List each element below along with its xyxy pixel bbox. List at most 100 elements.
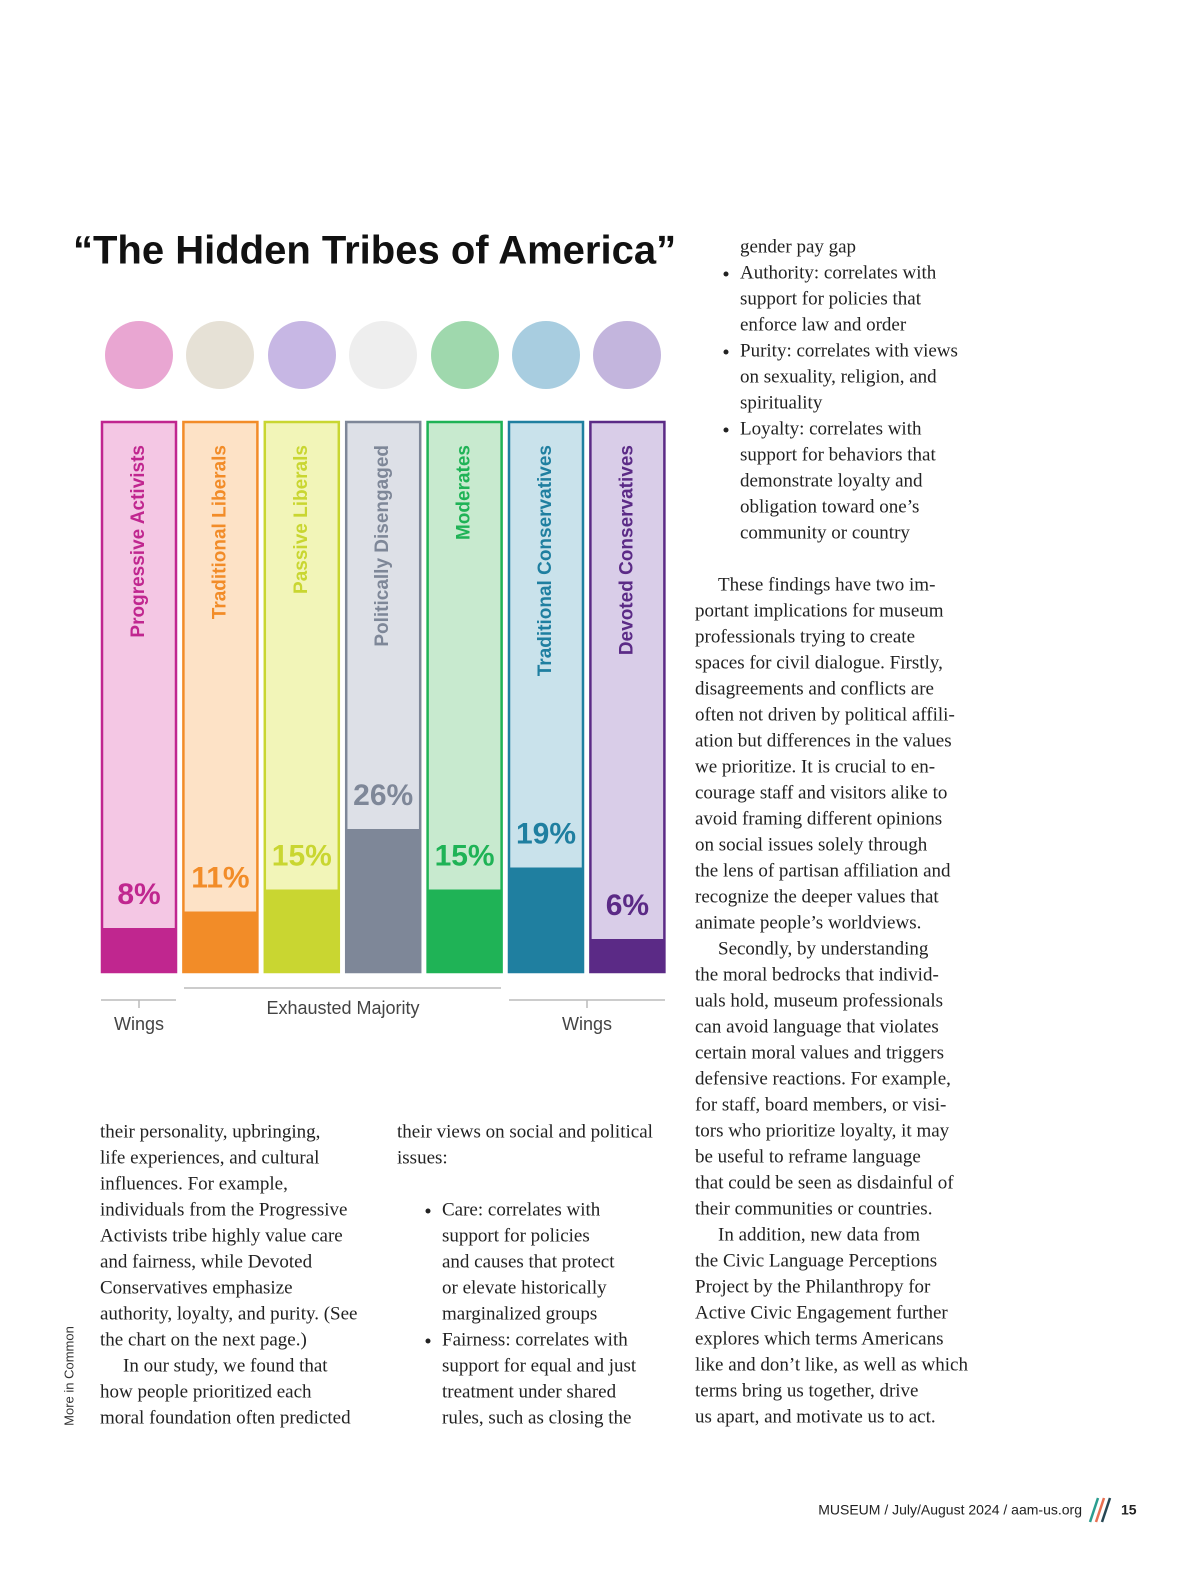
bar: [509, 867, 583, 972]
text-line: support for equal and just: [442, 1355, 637, 1376]
text-line: avoid framing different opinions: [695, 808, 942, 829]
text-line: their personality, upbringing,: [100, 1121, 320, 1142]
text-line: Fairness: correlates with: [442, 1329, 628, 1350]
side-label: More in Common: [61, 1326, 76, 1426]
text-line: the lens of partisan affiliation and: [695, 860, 951, 881]
bullet: [723, 349, 729, 355]
text-line: influences. For example,: [100, 1173, 288, 1194]
text-line: the Civic Language Perceptions: [695, 1250, 937, 1271]
bar-background: [100, 420, 178, 974]
title: “The Hidden Tribes of America”: [73, 229, 676, 273]
group-label: Exhausted Majority: [266, 998, 419, 1018]
text-line: Care: correlates with: [442, 1199, 601, 1220]
text-line: enforce law and order: [740, 314, 907, 335]
icon: [349, 321, 417, 389]
text-line: These findings have two im-: [718, 574, 935, 595]
text-line: support for policies: [442, 1225, 590, 1246]
category-label: Traditional Conservatives: [535, 445, 556, 676]
text-line: spaces for civil dialogue. Firstly,: [695, 652, 943, 673]
text-line: on sexuality, religion, and: [740, 366, 937, 387]
icon: [431, 321, 499, 389]
group-label: Wings: [114, 1014, 164, 1034]
bar: [346, 829, 421, 972]
text-line: obligation toward one’s: [740, 496, 919, 517]
text-line: In addition, new data from: [718, 1224, 920, 1245]
text-line: can avoid language that violates: [695, 1016, 939, 1037]
text-line: like and don’t like, as well as which: [695, 1354, 968, 1375]
text-line: life experiences, and cultural: [100, 1147, 319, 1168]
page-number: 15: [1121, 1502, 1137, 1518]
text-line: Activists tribe highly value care: [100, 1225, 343, 1246]
bar-background: [426, 420, 503, 974]
text-line: Active Civic Engagement further: [695, 1302, 948, 1323]
value-label: 19%: [516, 817, 576, 850]
text-line: we prioritize. It is crucial to en-: [695, 756, 935, 777]
text-line: Purity: correlates with views: [740, 340, 958, 361]
bullet: [425, 1208, 431, 1214]
text-line: moral foundation often predicted: [100, 1407, 351, 1428]
text-line: their communities or countries.: [695, 1198, 932, 1219]
category-label: Moderates: [454, 445, 475, 540]
text-line: or elevate historically: [442, 1277, 607, 1298]
text-line: marginalized groups: [442, 1303, 597, 1324]
text-line: animate people’s worldviews.: [695, 912, 921, 933]
text-line: community or country: [740, 522, 910, 543]
text-line: the chart on the next page.): [100, 1329, 307, 1350]
text-line: demonstrate loyalty and: [740, 470, 923, 491]
text-line: their views on social and political: [397, 1121, 653, 1142]
value-label: 15%: [272, 839, 332, 872]
category-label: Devoted Conservatives: [616, 445, 637, 655]
text-line: how people prioritized each: [100, 1381, 312, 1402]
brackets: [101, 987, 665, 1008]
text-line: for staff, board members, or visi-: [695, 1094, 946, 1115]
text-line: portant implications for museum: [695, 600, 944, 621]
text-line: support for policies that: [740, 288, 922, 309]
bar-background: [182, 420, 259, 974]
text-line: recognize the deeper values that: [695, 886, 939, 907]
bar: [590, 939, 665, 972]
text-line: us apart, and motivate us to act.: [695, 1406, 936, 1427]
text-line: the moral bedrocks that individ-: [695, 964, 939, 985]
text-line: rules, such as closing the: [442, 1407, 631, 1428]
text-line: Loyalty: correlates with: [740, 418, 922, 439]
text-line: issues:: [397, 1147, 448, 1168]
text-line: uals hold, museum professionals: [695, 990, 943, 1011]
text-line: spirituality: [740, 392, 823, 413]
value-label: 11%: [191, 861, 249, 894]
group-label: Wings: [562, 1014, 612, 1034]
icon: [105, 321, 173, 389]
category-label: Traditional Liberals: [209, 445, 230, 619]
bar: [427, 889, 502, 972]
icon: [268, 321, 336, 389]
bar: [264, 889, 339, 972]
logo-stroke: [1100, 1497, 1112, 1523]
text-line: that could be seen as disdainful of: [695, 1172, 954, 1193]
category-label: Passive Liberals: [291, 445, 312, 594]
bar-background: [263, 420, 341, 974]
text-line: professionals trying to create: [695, 626, 915, 647]
text-line: certain moral values and triggers: [695, 1042, 944, 1063]
text-line: Secondly, by understanding: [718, 938, 929, 959]
text-line: authority, loyalty, and purity. (See: [100, 1303, 358, 1324]
text-line: defensive reactions. For example,: [695, 1068, 951, 1089]
logo-stroke: [1094, 1497, 1106, 1523]
bullet: [425, 1338, 431, 1344]
icon: [186, 321, 254, 389]
logo: [1088, 1497, 1112, 1523]
bar-background: [589, 420, 666, 974]
bar: [102, 928, 176, 972]
text-line: terms bring us together, drive: [695, 1380, 919, 1401]
bullet: [723, 271, 729, 277]
value-label: 6%: [606, 889, 649, 922]
icon: [512, 321, 580, 389]
bullet: [723, 427, 729, 433]
category-label: Progressive Activists: [128, 445, 149, 638]
value-label: 8%: [117, 878, 160, 911]
text-line: on social issues solely through: [695, 834, 928, 855]
bar: [183, 911, 258, 972]
text-line: and causes that protect: [442, 1251, 615, 1272]
category-label: Politically Disengaged: [372, 445, 393, 647]
logo-stroke: [1088, 1497, 1100, 1523]
footer-text: MUSEUM / July/August 2024 / aam-us.org: [818, 1502, 1082, 1518]
